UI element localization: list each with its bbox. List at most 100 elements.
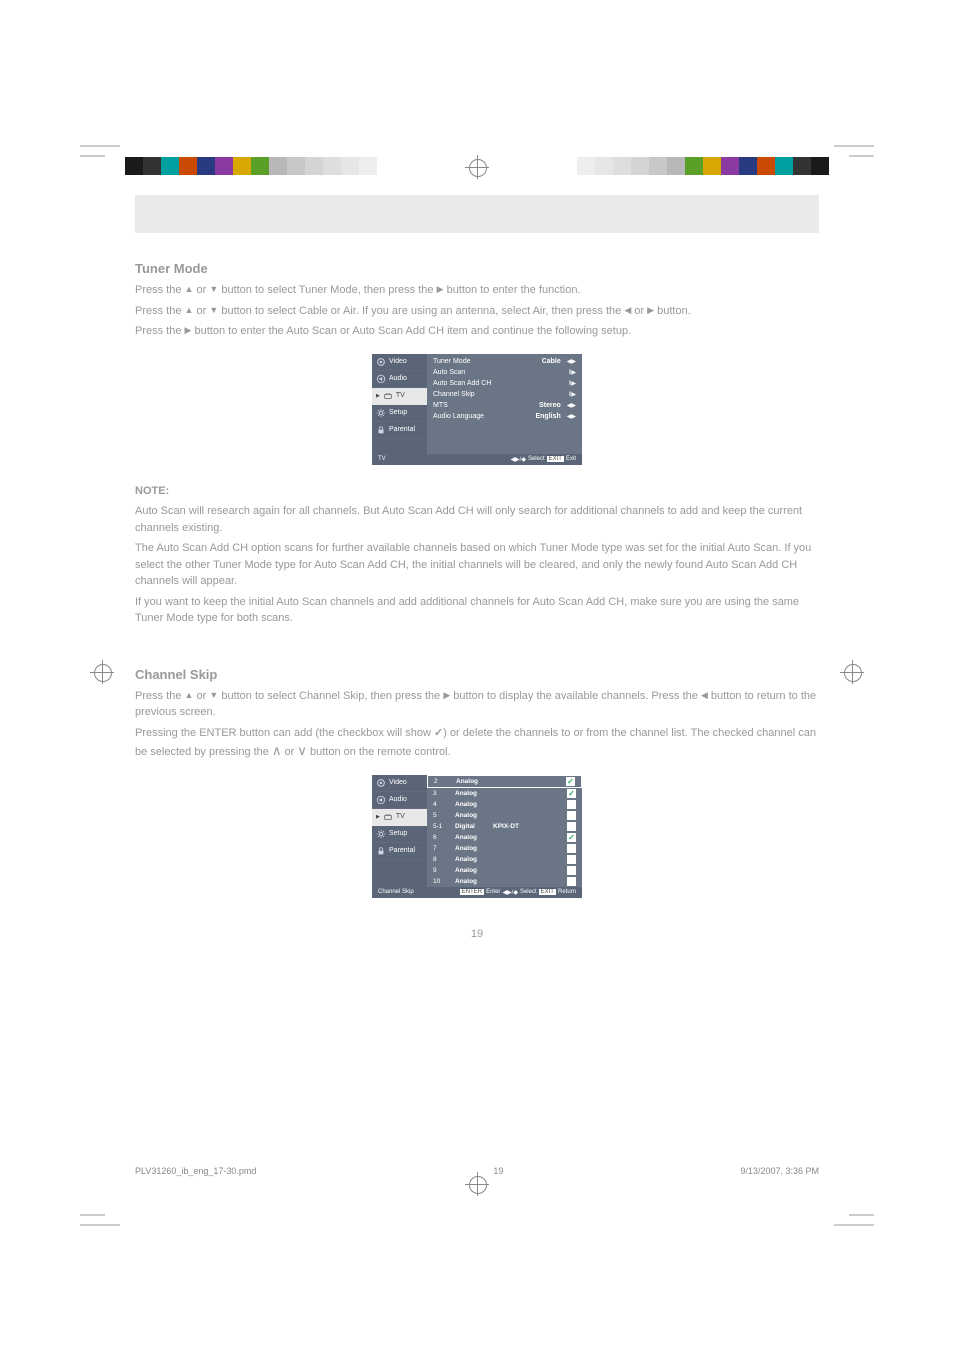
setup-icon	[376, 829, 386, 839]
tv-icon	[383, 391, 393, 401]
channel-row: 7Analog	[427, 843, 582, 854]
osd-channel-skip: VideoAudio▶TVSetupParental 2Analog✓3Anal…	[372, 775, 582, 898]
tuner-line2: Press the ▲ or ▼ button to select Cable …	[135, 303, 819, 320]
arrow-icon: ‖▶	[569, 391, 576, 398]
osd-tv-menu: VideoAudio▶TVSetupParental Tuner ModeCab…	[372, 354, 582, 465]
enter-key-icon: ENTER	[460, 889, 484, 895]
checkbox-icon	[567, 800, 576, 809]
arrow-icon: ‖▶	[569, 380, 576, 387]
checkbox-icon: ✓	[567, 833, 576, 842]
exit-key-icon: EXIT	[539, 889, 556, 895]
osd-sidebar: VideoAudio▶TVSetupParental	[372, 775, 427, 887]
parental-icon	[376, 425, 386, 435]
osd-sidebar: VideoAudio▶TVSetupParental	[372, 354, 427, 454]
checkbox-icon	[567, 866, 576, 875]
crosshair-left	[90, 660, 114, 684]
arrow-icon: ◀▶	[567, 413, 576, 420]
footer-page: 19	[493, 1166, 503, 1176]
down-triangle-icon: ▼	[209, 283, 218, 297]
parental-icon	[376, 846, 386, 856]
osd-sidebar-item-audio: Audio	[372, 371, 427, 388]
note-line3: If you want to keep the initial Auto Sca…	[135, 594, 819, 627]
channel-row: 5-1DigitalKPIX-DT	[427, 821, 582, 832]
channel-row: 9Analog	[427, 865, 582, 876]
page-content: Tuner Mode Press the ▲ or ▼ button to se…	[135, 195, 819, 940]
osd-menu-item: Auto Scan Add CH‖▶	[427, 378, 582, 389]
down-triangle-icon: ▼	[209, 304, 218, 318]
reg-mark-top-right	[834, 145, 874, 157]
osd-menu-item: Channel Skip‖▶	[427, 389, 582, 400]
arrow-icon: ◀▶	[567, 358, 576, 365]
osd-main: Tuner ModeCable◀▶Auto Scan‖▶Auto Scan Ad…	[427, 354, 582, 454]
tv-icon	[383, 812, 393, 822]
chskip-line2: Pressing the ENTER button can add (the c…	[135, 725, 819, 761]
nav-arrows-icon: ◀▶/◆	[510, 456, 526, 463]
video-icon	[376, 778, 386, 788]
channel-row: 2Analog✓	[427, 775, 582, 788]
osd-sidebar-item-tv: ▶TV	[372, 809, 427, 826]
osd-sidebar-item-video: Video	[372, 775, 427, 792]
note-line1: Auto Scan will research again for all ch…	[135, 503, 819, 536]
checkbox-icon: ✓	[567, 789, 576, 798]
osd-sidebar-item-tv: ▶TV	[372, 388, 427, 405]
reg-mark-bottom-left	[80, 1206, 120, 1226]
osd-channel 185index: 2Analog✓3Analog✓4Analog5Analog5-1Digital…	[427, 775, 582, 887]
osd-menu-item: MTSStereo◀▶	[427, 400, 582, 411]
channel-row: 6Analog✓	[427, 832, 582, 843]
crosshair-right	[840, 660, 864, 684]
exit-key-icon: EXIT	[547, 456, 564, 462]
osd-menu-item: Audio LanguageEnglish◀▶	[427, 411, 582, 422]
nav-arrows-icon: ◀▶/◆	[502, 889, 518, 896]
colorbar-top-right	[577, 157, 829, 175]
channel-row: 10Analog	[427, 876, 582, 887]
checkbox-icon	[567, 844, 576, 853]
checkbox-icon	[567, 877, 576, 886]
channel-row: 4Analog	[427, 799, 582, 810]
reg-mark-top-left	[80, 145, 120, 157]
note-title: NOTE:	[135, 483, 819, 500]
tuner-mode-section: Tuner Mode Press the ▲ or ▼ button to se…	[135, 261, 819, 340]
print-footer: PLV31260_ib_eng_17-30.pmd 19 9/13/2007, …	[135, 1166, 819, 1176]
left-triangle-icon: ◀	[701, 689, 708, 703]
channel-row: 8Analog	[427, 854, 582, 865]
reg-mark-bottom-right	[834, 1206, 874, 1226]
crosshair-top	[465, 155, 489, 179]
footer-timestamp: 9/13/2007, 3:36 PM	[740, 1166, 819, 1176]
osd-footer: TV ◀▶/◆ Select EXIT Exit	[372, 454, 582, 465]
checkbox-icon	[567, 811, 576, 820]
ch-up-icon: ∧	[272, 743, 282, 758]
chskip-line1: Press the ▲ or ▼ button to select Channe…	[135, 688, 819, 721]
colorbar-top-left	[125, 157, 377, 175]
osd-menu-item: Tuner ModeCable◀▶	[427, 356, 582, 367]
osd-sidebar-item-parental: Parental	[372, 422, 427, 439]
osd-sidebar-item-video: Video	[372, 354, 427, 371]
osd-sidebar-item-audio: Audio	[372, 792, 427, 809]
osd-footer: Channel Skip ENTER Enter ◀▶/◆ Select EXI…	[372, 887, 582, 898]
video-icon	[376, 357, 386, 367]
osd-sidebar-item-setup: Setup	[372, 826, 427, 843]
page-number: 19	[135, 928, 819, 940]
osd-menu-item: Auto Scan‖▶	[427, 367, 582, 378]
check-icon: ✓	[434, 727, 443, 739]
tuner-line3: Press the ▶ button to enter the Auto Sca…	[135, 323, 819, 340]
note-line2: The Auto Scan Add CH option scans for fu…	[135, 540, 819, 590]
note-block: NOTE: Auto Scan will research again for …	[135, 483, 819, 627]
channel-skip-section: Channel Skip Press the ▲ or ▼ button to …	[135, 667, 819, 761]
osd-sidebar-item-parental: Parental	[372, 843, 427, 860]
osd-footer-title: Channel Skip	[378, 889, 414, 895]
checkbox-icon	[567, 822, 576, 831]
tuner-line1: Press the ▲ or ▼ button to select Tuner …	[135, 282, 819, 299]
channel-row: 3Analog✓	[427, 788, 582, 799]
checkbox-icon: ✓	[566, 777, 575, 786]
channel-skip-title: Channel Skip	[135, 667, 819, 682]
arrow-icon: ◀▶	[567, 402, 576, 409]
audio-icon	[376, 795, 386, 805]
down-triangle-icon: ▼	[209, 689, 218, 703]
ch-down-icon: ∨	[297, 743, 307, 758]
header-band	[135, 195, 819, 233]
audio-icon	[376, 374, 386, 384]
checkbox-icon	[567, 855, 576, 864]
arrow-icon: ‖▶	[569, 369, 576, 376]
channel-row: 5Analog	[427, 810, 582, 821]
osd-footer-title: TV	[378, 456, 386, 462]
